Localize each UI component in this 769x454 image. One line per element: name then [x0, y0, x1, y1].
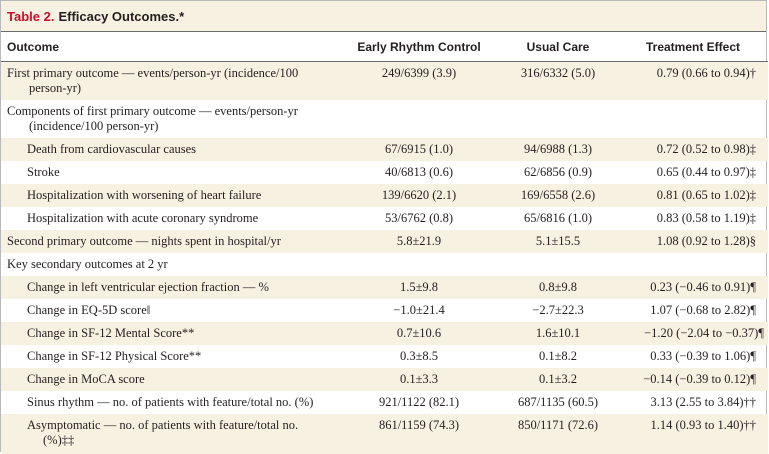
col-header-early-rhythm-control: Early Rhythm Control: [340, 32, 498, 62]
uc-cell: 316/6332 (5.0): [498, 61, 618, 100]
outcome-cell: Change in left ventricular ejection frac…: [1, 275, 340, 299]
erc-cell: 139/6620 (2.1): [340, 183, 498, 207]
te-cell: 0.72 (0.52 to 0.98)‡: [618, 137, 768, 161]
table-row: Second primary outcome — nights spent in…: [1, 229, 768, 253]
uc-cell: 94/6988 (1.3): [498, 137, 618, 161]
uc-cell: 169/6558 (2.6): [498, 183, 618, 207]
outcome-cell: Change in EQ-5D score‖: [27, 302, 151, 317]
table-row: Change in MoCA score 0.1±3.3 0.1±3.2 −0.…: [1, 367, 768, 391]
erc-cell: 0.3±8.5: [399, 348, 439, 363]
uc-cell: 1.6±10.1: [498, 321, 618, 345]
te-cell: 0.79 (0.66 to 0.94)†: [618, 61, 768, 100]
outcome-cell: Hospitalization with worsening of heart …: [1, 183, 340, 207]
erc-cell: 921/1122 (82.1): [378, 394, 460, 409]
te-cell: −1.20 (−2.04 to −0.37)¶: [618, 321, 768, 345]
outcome-text-cont: (%)‡‡: [43, 432, 75, 447]
uc-cell: −2.7±22.3: [532, 302, 584, 317]
uc-cell: 65/6816 (1.0): [523, 210, 593, 225]
erc-cell: 249/6399 (3.9): [340, 61, 498, 100]
uc-cell: 0.1±3.2: [498, 367, 618, 391]
efficacy-table: Outcome Early Rhythm Control Usual Care …: [1, 32, 768, 454]
uc-cell: 0.1±8.2: [538, 348, 578, 363]
uc-cell: [498, 253, 618, 276]
te-cell: 1.08 (0.92 to 1.28)§: [618, 229, 768, 253]
outcome-cell: First primary outcome — events/person-yr…: [1, 61, 340, 100]
table-row: Asymptomatic — no. of patients with feat…: [1, 413, 768, 454]
col-header-treatment-effect: Treatment Effect: [618, 32, 768, 62]
table-row: Change in left ventricular ejection frac…: [1, 275, 768, 299]
outcome-cell: Death from cardiovascular causes: [1, 137, 340, 161]
table-row: Change in EQ-5D score‖ −1.0±21.4 −2.7±22…: [1, 299, 768, 322]
table-row: Sinus rhythm — no. of patients with feat…: [1, 391, 768, 414]
col-header-outcome: Outcome: [1, 32, 340, 62]
erc-cell: 0.7±10.6: [340, 321, 498, 345]
table-row: Change in SF-12 Physical Score** 0.3±8.5…: [1, 345, 768, 368]
erc-cell: 0.1±3.3: [340, 367, 498, 391]
te-cell: 0.65 (0.44 to 0.97)‡: [656, 164, 756, 179]
te-cell: 3.13 (2.55 to 3.84)††: [650, 394, 756, 409]
te-cell: [618, 100, 768, 138]
te-cell: 0.81 (0.65 to 1.02)‡: [618, 183, 768, 207]
te-cell: 1.07 (−0.68 to 2.82)¶: [650, 302, 756, 317]
erc-cell: 67/6915 (1.0): [340, 137, 498, 161]
erc-cell: 53/6762 (0.8): [384, 210, 454, 225]
table-row: Hospitalization with acute coronary synd…: [1, 207, 768, 230]
outcome-cell: Second primary outcome — nights spent in…: [1, 229, 340, 253]
table-row: Components of first primary outcome — ev…: [1, 100, 768, 138]
erc-cell: [340, 100, 498, 138]
outcome-cell: Stroke: [27, 164, 60, 179]
te-cell: 1.14 (0.93 to 1.40)††: [618, 413, 768, 454]
te-cell: [618, 253, 768, 276]
uc-cell: 687/1135 (60.5): [517, 394, 599, 409]
table-title-bar: Table 2. Efficacy Outcomes.*: [1, 1, 766, 32]
te-cell: −0.14 (−0.39 to 0.12)¶: [618, 367, 768, 391]
uc-cell: [498, 100, 618, 138]
outcome-cell: Hospitalization with acute coronary synd…: [27, 210, 259, 225]
outcome-text-cont: person-yr): [29, 81, 82, 95]
outcome-text: First primary outcome — events/person-yr…: [7, 66, 299, 80]
erc-cell: 861/1159 (74.3): [340, 413, 498, 454]
erc-cell: −1.0±21.4: [393, 302, 445, 317]
uc-cell: 0.8±9.8: [498, 275, 618, 299]
table-row: Hospitalization with worsening of heart …: [1, 183, 768, 207]
outcome-text: Asymptomatic — no. of patients with feat…: [27, 417, 299, 432]
header-row: Outcome Early Rhythm Control Usual Care …: [1, 32, 768, 62]
table-row: Stroke 40/6813 (0.6) 62/6856 (0.9) 0.65 …: [1, 161, 768, 184]
table-row: Key secondary outcomes at 2 yr: [1, 253, 768, 276]
erc-cell: 5.8±21.9: [340, 229, 498, 253]
te-cell: 0.33 (−0.39 to 1.06)¶: [650, 348, 756, 363]
outcome-cell: Components of first primary outcome — ev…: [1, 100, 340, 138]
uc-cell: 850/1171 (72.6): [498, 413, 618, 454]
uc-cell: 5.1±15.5: [498, 229, 618, 253]
outcome-cell: Change in SF-12 Mental Score**: [1, 321, 340, 345]
uc-cell: 62/6856 (0.9): [523, 164, 593, 179]
outcome-cell: Change in MoCA score: [1, 367, 340, 391]
erc-cell: 40/6813 (0.6): [384, 164, 454, 179]
col-header-usual-care: Usual Care: [498, 32, 618, 62]
erc-cell: [340, 253, 498, 276]
erc-cell: 1.5±9.8: [340, 275, 498, 299]
te-cell: 0.23 (−0.46 to 0.91)¶: [618, 275, 768, 299]
table-label: Table 2.: [7, 8, 55, 24]
outcome-cell: Sinus rhythm — no. of patients with feat…: [27, 394, 314, 409]
outcome-cell: Change in SF-12 Physical Score**: [27, 348, 202, 363]
table-row: Death from cardiovascular causes 67/6915…: [1, 137, 768, 161]
outcome-cell: Key secondary outcomes at 2 yr: [7, 256, 168, 271]
table-title: Efficacy Outcomes.*: [58, 8, 185, 24]
table-row: Change in SF-12 Mental Score** 0.7±10.6 …: [1, 321, 768, 345]
outcome-text-cont: (incidence/100 person-yr): [29, 118, 159, 133]
outcome-text: Components of first primary outcome — ev…: [7, 103, 298, 118]
table-row: First primary outcome — events/person-yr…: [1, 61, 768, 100]
outcome-cell: Asymptomatic — no. of patients with feat…: [1, 413, 340, 454]
te-cell: 0.83 (0.58 to 1.19)‡: [656, 210, 756, 225]
